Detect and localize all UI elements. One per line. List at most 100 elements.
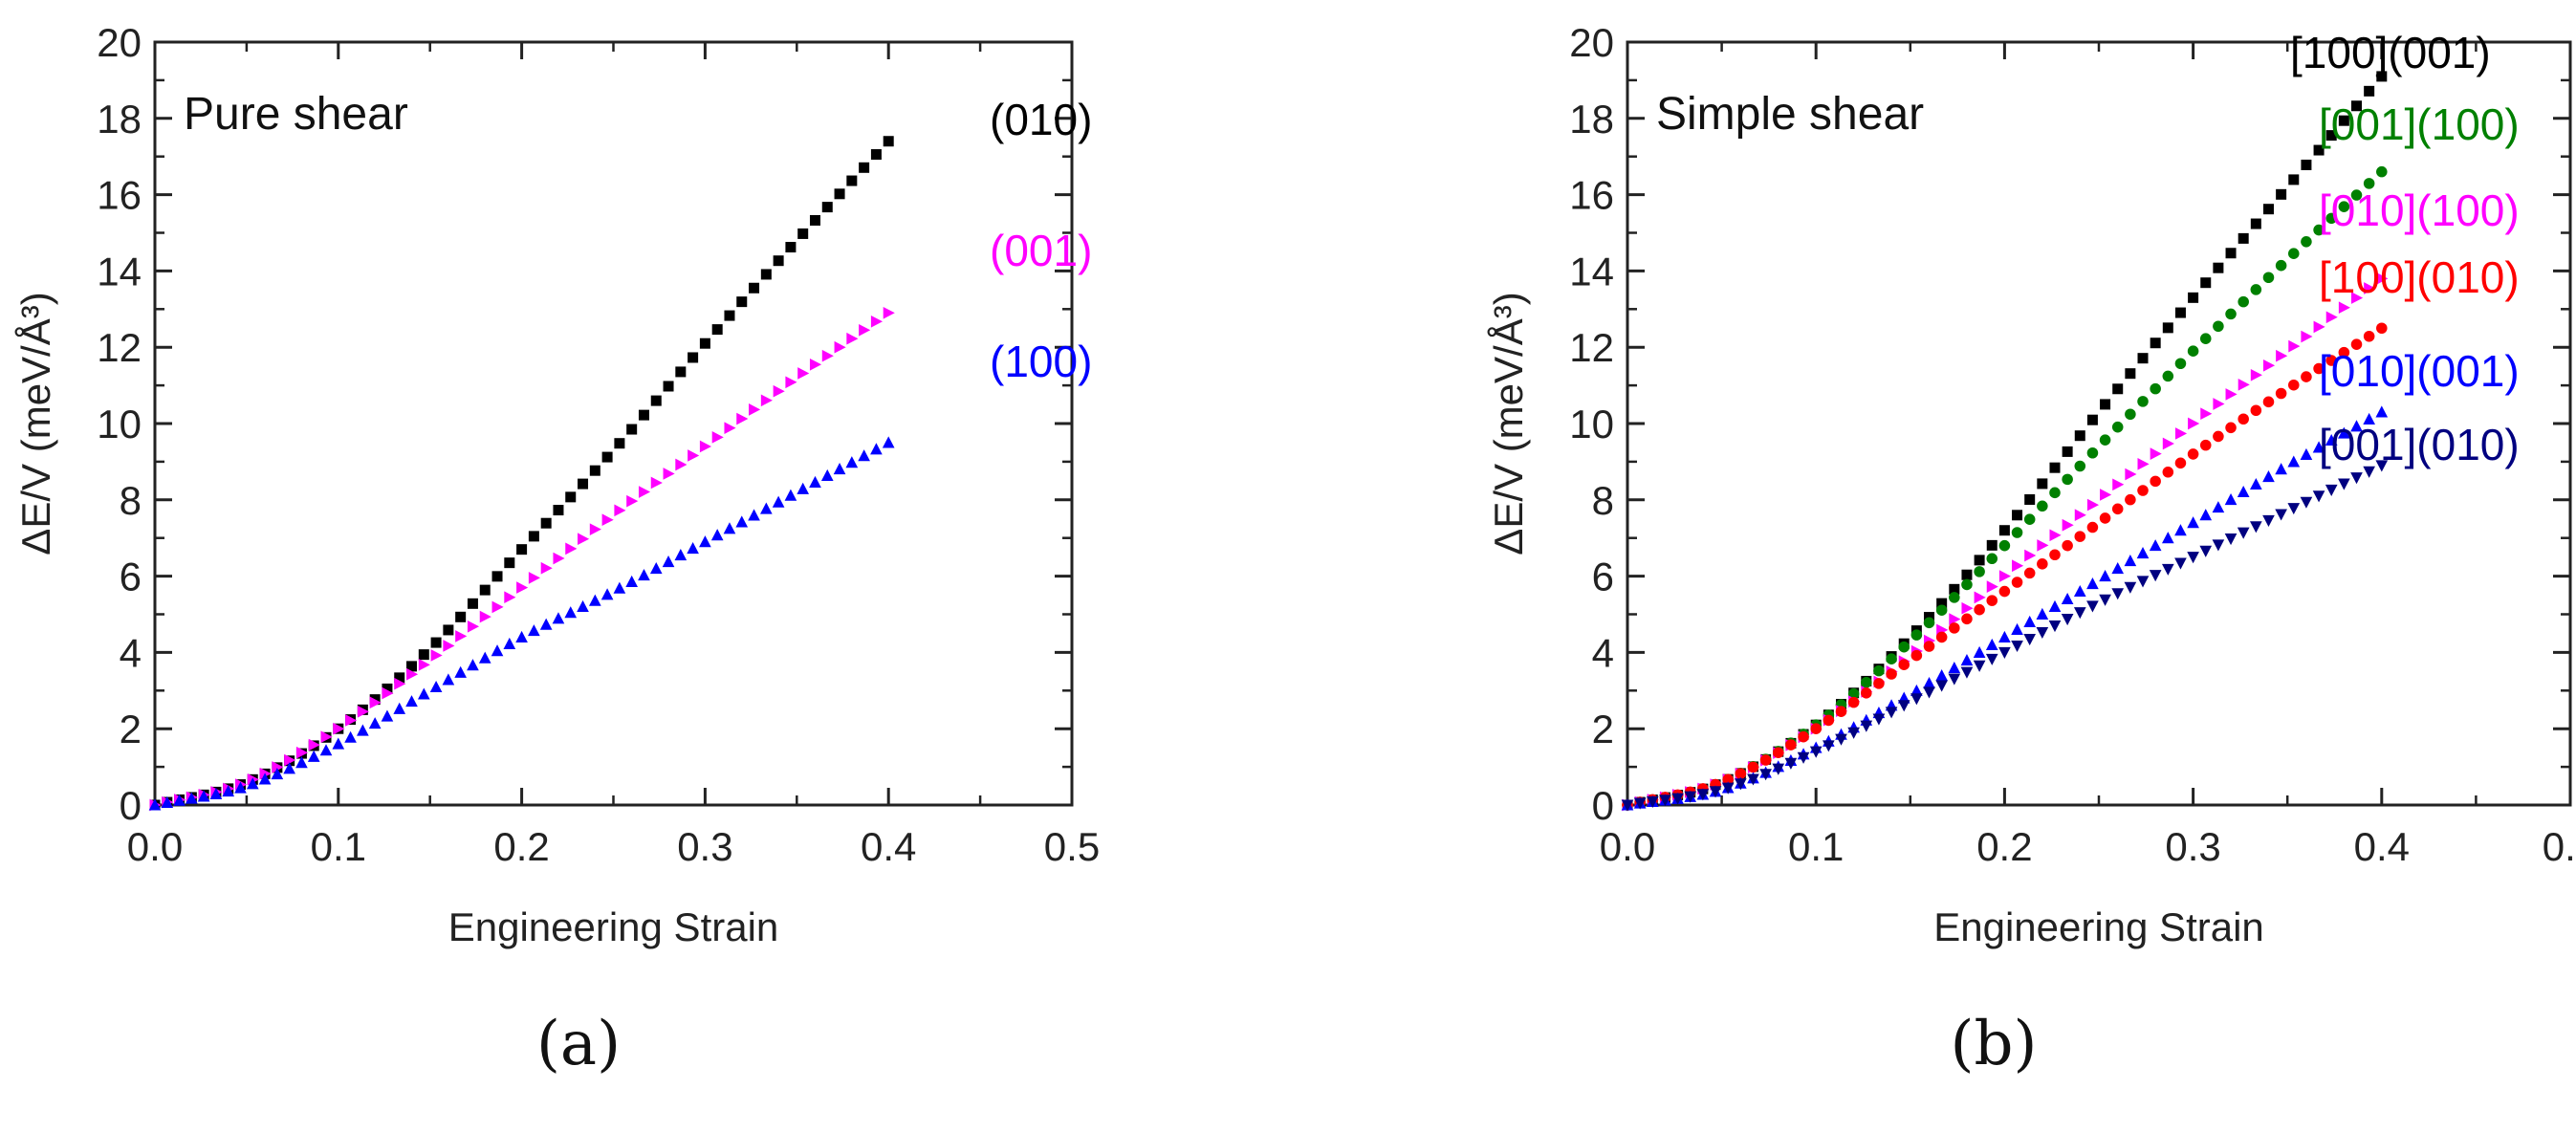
data-point <box>2036 626 2049 640</box>
data-point <box>785 242 797 253</box>
data-point <box>2048 620 2062 633</box>
data-point <box>2351 100 2363 112</box>
data-point <box>1935 680 1948 692</box>
data-point <box>1961 578 1973 591</box>
chart-panel-a: 0.0 0.1 0.2 0.3 0.4 0.5 0 2 4 6 8 10 12 14 16 18 20 Engin… <box>13 20 1100 1079</box>
data-point <box>2212 501 2225 513</box>
data-point <box>785 376 797 389</box>
data-point <box>2099 594 2111 606</box>
data-point <box>1734 778 1747 791</box>
data-point <box>1671 793 1684 805</box>
data-point <box>588 594 601 606</box>
data-point <box>2049 487 2061 499</box>
data-point <box>2250 284 2262 295</box>
data-point <box>2199 509 2213 521</box>
data-point <box>2375 405 2389 418</box>
data-point <box>1923 686 1935 699</box>
data-point <box>2037 558 2048 570</box>
data-point <box>2325 484 2338 497</box>
data-point <box>2188 292 2199 303</box>
data-point <box>2074 430 2085 442</box>
data-point <box>1923 641 1935 652</box>
data-point <box>345 714 358 727</box>
data-point <box>1809 746 1823 758</box>
data-point <box>2024 549 2037 562</box>
data-point <box>1873 678 1885 689</box>
data-point <box>675 458 688 471</box>
data-point <box>675 366 687 378</box>
series-label: [010](001) <box>2319 346 2520 396</box>
data-point <box>1985 653 1998 665</box>
data-point <box>2262 204 2274 215</box>
data-point <box>578 533 590 546</box>
data-point <box>2012 559 2024 573</box>
series-[010](001) <box>1621 405 2389 811</box>
data-point <box>834 188 845 200</box>
data-point <box>443 624 454 636</box>
data-point <box>1973 645 1986 659</box>
y-axis-title: ΔE/V (meV/Å³) <box>1486 292 1531 555</box>
data-point <box>2212 539 2225 552</box>
data-point <box>1646 795 1659 808</box>
data-point <box>271 768 284 780</box>
data-point <box>418 658 430 671</box>
data-point <box>2312 490 2325 503</box>
data-point <box>2363 330 2375 342</box>
data-point <box>2111 562 2125 575</box>
data-point <box>2150 475 2161 488</box>
data-point <box>1973 660 1986 672</box>
data-point <box>1998 539 2011 552</box>
data-point <box>2174 307 2186 318</box>
data-point <box>710 529 724 541</box>
data-point <box>2048 599 2062 613</box>
data-point <box>2238 295 2249 308</box>
data-point <box>2174 524 2187 536</box>
data-point <box>649 562 663 575</box>
data-point <box>1974 555 1985 566</box>
data-point <box>552 612 565 624</box>
data-point <box>2174 557 2187 570</box>
y-tick-label: 14 <box>97 249 142 294</box>
data-point <box>834 340 846 354</box>
data-point <box>760 394 773 407</box>
y-tick-label: 0 <box>120 783 142 828</box>
data-point <box>820 468 834 482</box>
panel-title: Simple shear <box>1656 89 1924 140</box>
data-point <box>748 509 760 521</box>
data-point <box>467 659 479 671</box>
data-point <box>2049 529 2062 542</box>
data-point <box>429 680 443 693</box>
data-point <box>2086 446 2099 459</box>
data-point <box>2099 434 2111 446</box>
data-point <box>724 422 736 435</box>
data-point <box>1810 723 1822 734</box>
data-point <box>2313 224 2325 236</box>
data-point <box>2024 493 2036 505</box>
data-point <box>846 332 859 345</box>
data-point <box>625 575 639 587</box>
data-point <box>320 730 333 744</box>
y-tick-label: 6 <box>120 555 142 599</box>
x-tick-label: 0.4 <box>2354 824 2410 869</box>
data-point <box>858 449 870 462</box>
data-point <box>577 599 589 613</box>
data-point <box>2250 521 2262 533</box>
data-point <box>1948 662 1961 674</box>
data-point <box>406 661 418 672</box>
x-tick-label: 0.2 <box>493 824 549 869</box>
data-point <box>2262 359 2276 372</box>
data-point <box>2313 320 2325 334</box>
data-point <box>1735 768 1747 779</box>
data-point <box>2062 473 2073 486</box>
data-point <box>2213 430 2224 443</box>
data-point <box>272 761 284 773</box>
data-point <box>870 443 883 455</box>
data-point <box>2325 433 2338 446</box>
x-axis-title: Engineering Strain <box>448 904 779 949</box>
data-point <box>1886 668 1897 680</box>
data-point <box>723 522 736 534</box>
data-point <box>516 544 528 555</box>
data-point <box>699 535 711 548</box>
data-point <box>2301 236 2312 248</box>
data-point <box>2187 552 2199 564</box>
